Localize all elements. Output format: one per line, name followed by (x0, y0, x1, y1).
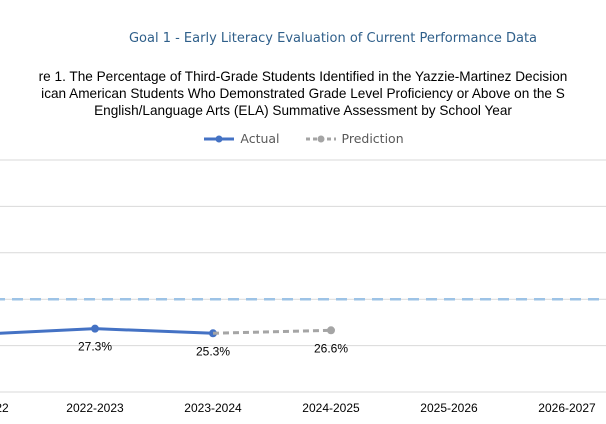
chart-title: re 1. The Percentage of Third-Grade Stud… (0, 68, 606, 119)
legend-label-prediction: Prediction (341, 131, 404, 146)
chart-legend: Actual Prediction (0, 131, 606, 146)
data-label: 26.6% (314, 341, 348, 355)
legend-item-actual: Actual (202, 131, 280, 146)
legend-marker-prediction (305, 135, 336, 142)
data-label: 25.3% (196, 344, 230, 358)
data-point-actual (91, 324, 99, 333)
x-tick-label: 2024-2025 (302, 401, 360, 415)
x-tick-label: 22 (0, 401, 9, 415)
x-tick-label: 2025-2026 (420, 401, 478, 415)
x-tick-label: 2023-2024 (184, 401, 242, 415)
series-line-actual (0, 327, 214, 335)
legend-item-prediction: Prediction (304, 131, 404, 146)
series-line-prediction (212, 328, 332, 335)
x-tick-label: 2026-2027 (538, 401, 596, 415)
chart-title-line-2: ican American Students Who Demonstrated … (41, 86, 565, 101)
data-point-prediction (327, 326, 335, 335)
x-tick-label: 2022-2023 (66, 401, 124, 415)
legend-label-actual: Actual (240, 131, 280, 146)
data-label: 27.3% (78, 340, 112, 354)
chart-title-line-3: English/Language Arts (ELA) Summative As… (94, 103, 512, 118)
legend-marker-actual (204, 135, 235, 142)
section-heading: Goal 1 - Early Literacy Evaluation of Cu… (128, 31, 538, 46)
chart-title-line-1: re 1. The Percentage of Third-Grade Stud… (38, 69, 568, 84)
